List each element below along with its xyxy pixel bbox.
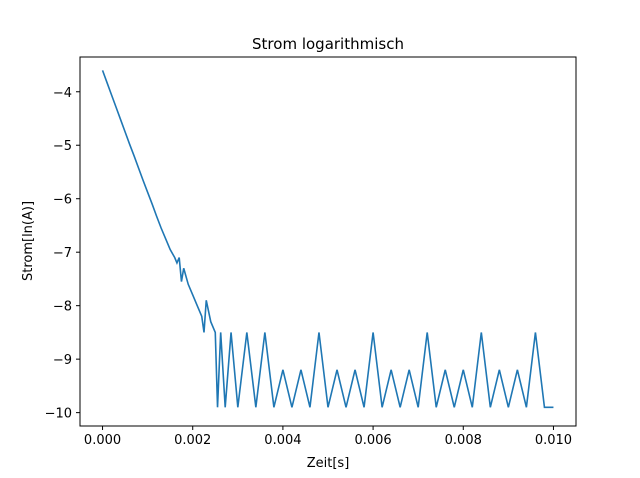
x-tick-label: 0.006	[354, 433, 391, 448]
plot-background	[80, 57, 576, 426]
x-axis-label: Zeit[s]	[307, 456, 350, 471]
chart-title: Strom logarithmisch	[252, 35, 404, 53]
x-tick-label: 0.002	[174, 433, 211, 448]
y-tick-label: −10	[45, 407, 72, 422]
x-tick-label: 0.008	[445, 433, 482, 448]
series-line-0	[101, 70, 554, 409]
plot-lines	[101, 70, 554, 409]
y-tick-label: −4	[53, 86, 72, 101]
x-tick-label: 0.010	[535, 433, 572, 448]
axes-frame	[79, 56, 577, 427]
y-tick-label: −8	[53, 300, 72, 315]
y-axis-label: Strom[ln(A)]	[21, 201, 36, 281]
y-axis: −10 −9 −8 −7 −6 −5 −4	[45, 86, 80, 422]
y-tick-label: −7	[53, 246, 72, 261]
y-tick-label: −9	[53, 353, 72, 368]
y-tick-label: −5	[53, 139, 72, 154]
axes-spines	[79, 56, 577, 427]
x-axis: 0.000 0.002 0.004 0.006 0.008 0.010	[84, 426, 572, 448]
x-tick-label: 0.004	[264, 433, 301, 448]
y-tick-label: −6	[53, 193, 72, 208]
x-tick-label: 0.000	[84, 433, 121, 448]
